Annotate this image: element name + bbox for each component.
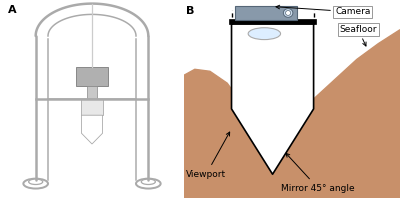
Polygon shape <box>232 109 314 198</box>
Circle shape <box>286 10 291 15</box>
Text: Seafloor: Seafloor <box>340 25 377 46</box>
Ellipse shape <box>248 28 280 40</box>
Bar <box>82 99 102 115</box>
Polygon shape <box>314 30 400 198</box>
Text: Camera: Camera <box>276 5 370 16</box>
FancyBboxPatch shape <box>235 6 297 20</box>
Bar <box>229 19 316 24</box>
Text: B: B <box>186 6 194 16</box>
Text: Mirror 45° angle: Mirror 45° angle <box>281 153 355 193</box>
Ellipse shape <box>141 179 155 185</box>
Polygon shape <box>184 69 232 198</box>
Text: Viewport: Viewport <box>186 132 230 179</box>
Bar <box>76 67 108 86</box>
Polygon shape <box>232 24 314 174</box>
Ellipse shape <box>29 179 43 185</box>
Ellipse shape <box>23 179 48 188</box>
Circle shape <box>283 9 293 17</box>
Bar <box>87 86 97 99</box>
Text: A: A <box>8 5 16 15</box>
Ellipse shape <box>136 179 161 188</box>
Polygon shape <box>82 115 102 144</box>
